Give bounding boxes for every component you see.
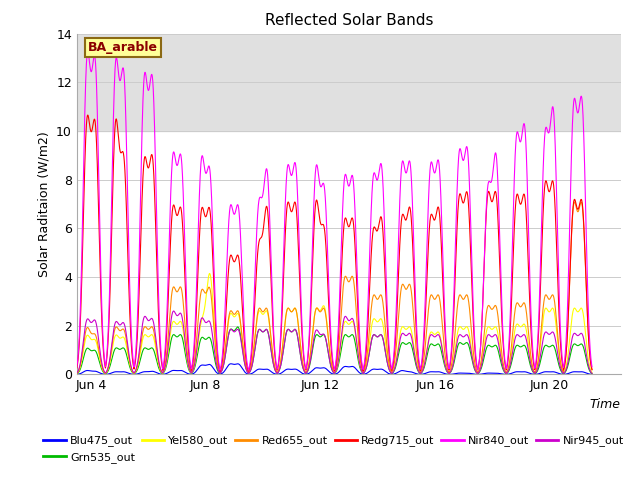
Yel580_out — [540, 314, 547, 320]
Blu475_out — [588, 372, 596, 377]
Blu475_out — [445, 372, 453, 377]
Nir840_out — [394, 266, 401, 272]
Nir840_out — [73, 363, 81, 369]
Grn535_out — [73, 371, 81, 377]
Line: Redg715_out: Redg715_out — [77, 115, 592, 372]
Grn535_out — [394, 356, 401, 361]
Red655_out — [73, 371, 81, 376]
Blu475_out — [183, 371, 191, 376]
Blu475_out — [540, 369, 547, 375]
Redg715_out — [217, 366, 225, 372]
Blu475_out — [385, 371, 392, 376]
Redg715_out — [184, 330, 191, 336]
Nir840_out — [588, 363, 596, 369]
Red655_out — [385, 357, 392, 363]
Redg715_out — [540, 205, 547, 211]
Nir945_out — [217, 370, 225, 375]
Redg715_out — [588, 366, 596, 372]
Red655_out — [102, 371, 109, 376]
Grn535_out — [385, 365, 392, 371]
Yel580_out — [217, 369, 225, 374]
Nir840_out — [540, 161, 547, 167]
Yel580_out — [588, 370, 596, 375]
Nir840_out — [385, 336, 392, 342]
Bar — [77, 34, 621, 131]
Text: Time: Time — [590, 398, 621, 411]
Grn535_out — [540, 347, 547, 352]
Red655_out — [588, 367, 596, 372]
Grn535_out — [184, 361, 191, 367]
Blu475_out — [217, 371, 225, 377]
Grn535_out — [588, 371, 596, 376]
Nir840_out — [216, 367, 224, 373]
Red655_out — [217, 369, 225, 374]
Redg715_out — [73, 365, 81, 371]
Redg715_out — [216, 369, 224, 374]
Nir840_out — [84, 48, 92, 54]
Title: Reflected Solar Bands: Reflected Solar Bands — [264, 13, 433, 28]
Line: Grn535_out: Grn535_out — [77, 327, 592, 374]
Line: Blu475_out: Blu475_out — [77, 364, 592, 374]
Yel580_out — [73, 371, 81, 376]
Nir945_out — [170, 308, 177, 314]
Red655_out — [184, 350, 191, 356]
Legend: Blu475_out, Grn535_out, Yel580_out, Red655_out, Redg715_out, Nir840_out, Nir945_: Blu475_out, Grn535_out, Yel580_out, Red6… — [39, 431, 628, 468]
Blu475_out — [227, 361, 235, 367]
Line: Nir840_out: Nir840_out — [77, 51, 592, 370]
Nir945_out — [588, 370, 596, 376]
Nir945_out — [394, 352, 401, 358]
Yel580_out — [102, 371, 109, 376]
Nir840_out — [184, 317, 191, 323]
Nir945_out — [588, 371, 596, 376]
Grn535_out — [234, 324, 241, 330]
Yel580_out — [394, 348, 401, 354]
Grn535_out — [217, 370, 225, 375]
Nir840_out — [588, 364, 596, 370]
Nir945_out — [445, 371, 453, 376]
Redg715_out — [588, 367, 596, 372]
Redg715_out — [394, 293, 401, 299]
Grn535_out — [102, 371, 109, 377]
Red655_out — [540, 304, 547, 310]
Yel580_out — [385, 362, 392, 368]
Nir945_out — [73, 370, 81, 376]
Nir945_out — [385, 364, 392, 370]
Yel580_out — [184, 358, 191, 364]
Blu475_out — [73, 372, 81, 377]
Nir945_out — [540, 335, 547, 341]
Red655_out — [394, 329, 401, 335]
Line: Nir945_out: Nir945_out — [77, 311, 592, 373]
Redg715_out — [84, 112, 92, 118]
Red655_out — [588, 366, 596, 372]
Grn535_out — [588, 371, 596, 376]
Redg715_out — [385, 345, 392, 351]
Red655_out — [571, 199, 579, 205]
Text: BA_arable: BA_arable — [88, 41, 157, 54]
Y-axis label: Solar Raditaion (W/m2): Solar Raditaion (W/m2) — [38, 131, 51, 277]
Yel580_out — [588, 370, 596, 375]
Nir945_out — [184, 356, 191, 362]
Blu475_out — [588, 372, 596, 377]
Blu475_out — [394, 370, 401, 375]
Yel580_out — [206, 271, 214, 276]
Line: Yel580_out: Yel580_out — [77, 274, 592, 373]
Nir840_out — [217, 363, 225, 369]
Line: Red655_out: Red655_out — [77, 202, 592, 373]
